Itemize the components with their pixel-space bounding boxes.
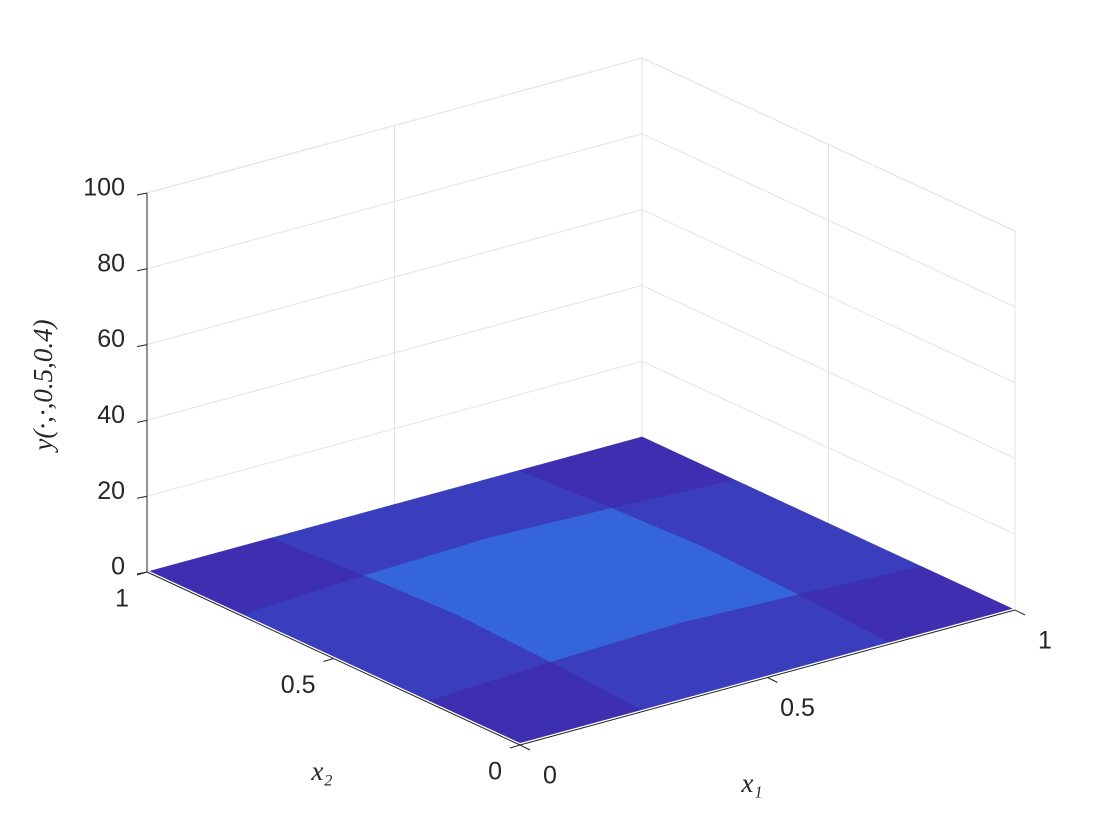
x-tick — [1014, 609, 1026, 616]
z-tick-label: 60 — [97, 325, 125, 353]
z-tick — [136, 268, 148, 272]
z-tick — [136, 344, 148, 348]
x-tick-label: 0 — [543, 762, 557, 790]
y-tick — [509, 744, 521, 749]
y-tick-label: 1 — [115, 585, 129, 613]
z-axis-label: y(·,·,0.5,0.4) — [28, 319, 58, 453]
z-tick — [136, 419, 148, 423]
x-axis-label: x₁ — [740, 768, 762, 798]
z-tick — [136, 192, 148, 196]
x-tick-label: 1 — [1038, 627, 1052, 655]
z-tick — [136, 495, 148, 499]
x-tick — [519, 744, 531, 751]
x-tick — [767, 677, 778, 683]
z-tick-label: 40 — [97, 401, 125, 429]
x-tick-label: 0.5 — [780, 694, 815, 722]
z-tick-label: 80 — [97, 249, 125, 277]
surface-edge — [146, 570, 521, 745]
y-tick-label: 0 — [488, 758, 502, 786]
y-tick-label: 0.5 — [281, 671, 316, 699]
z-tick-label: 0 — [111, 553, 125, 581]
z-tick-label: 100 — [83, 174, 125, 202]
y-tick — [323, 658, 334, 662]
surface-edge — [519, 608, 1016, 745]
y-axis-label: x₂ — [310, 756, 332, 786]
z-tick-label: 20 — [97, 477, 125, 505]
y-tick — [136, 571, 148, 576]
